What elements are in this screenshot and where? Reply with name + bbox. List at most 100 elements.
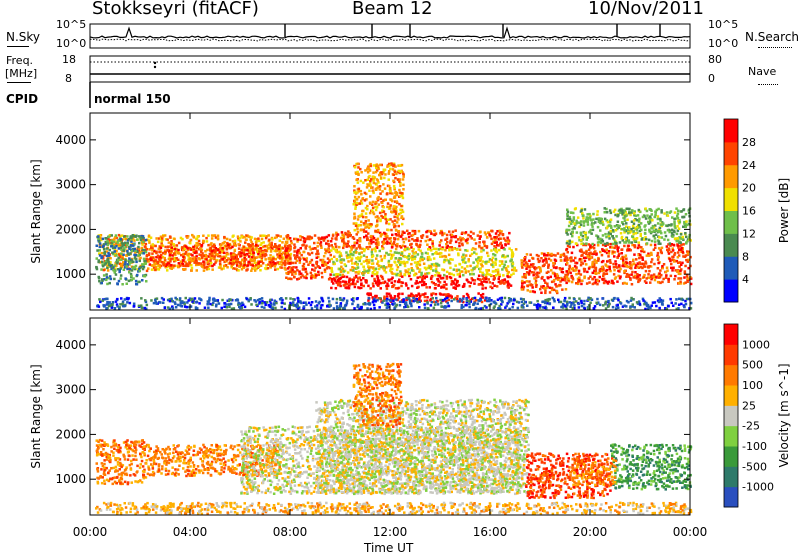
- power-cell: [384, 199, 387, 202]
- power-cell: [350, 259, 353, 262]
- power-cell: [429, 265, 432, 268]
- power-cell: [286, 252, 289, 255]
- power-cell: [537, 276, 540, 279]
- power-cell: [459, 298, 462, 301]
- power-cell: [614, 277, 617, 280]
- power-cell: [393, 261, 396, 264]
- power-cell: [405, 238, 408, 241]
- power-cell: [590, 229, 593, 232]
- power-cell: [396, 200, 399, 203]
- power-cell: [259, 269, 262, 272]
- power-cell: [626, 208, 629, 211]
- power-cell: [290, 271, 293, 274]
- power-cell: [648, 254, 651, 257]
- power-cell: [115, 254, 118, 257]
- power-cell: [385, 285, 388, 288]
- power-cell: [677, 244, 680, 247]
- power-cell: [294, 246, 297, 249]
- power-cell: [649, 281, 652, 284]
- power-cell: [482, 296, 485, 299]
- power-cell: [261, 238, 264, 241]
- power-cell: [632, 236, 635, 239]
- power-cell: [449, 267, 452, 270]
- power-cell: [544, 292, 547, 295]
- power-cell: [135, 283, 138, 286]
- power-cell: [650, 244, 653, 247]
- power-cell: [237, 243, 240, 246]
- power-cell: [665, 277, 668, 280]
- power-cell: [274, 262, 277, 265]
- power-cell: [377, 260, 380, 263]
- power-cell: [624, 229, 627, 232]
- power-cell: [456, 280, 459, 283]
- power-cell: [678, 249, 681, 252]
- power-cell: [414, 261, 417, 264]
- power-cell: [590, 232, 593, 235]
- power-cell: [641, 238, 644, 241]
- power-cell: [343, 244, 346, 247]
- power-cell: [354, 262, 357, 265]
- power-cell: [418, 306, 421, 309]
- power-cell: [391, 211, 394, 214]
- power-cell: [376, 224, 379, 227]
- power-cell: [116, 242, 119, 245]
- power-cell: [635, 264, 638, 267]
- power-cell: [392, 168, 395, 171]
- power-cell: [357, 231, 360, 234]
- power-cell: [619, 275, 622, 278]
- power-cell: [406, 230, 409, 233]
- power-cell: [374, 250, 377, 253]
- power-cell: [327, 266, 330, 269]
- power-cell: [143, 258, 146, 261]
- power-cell: [149, 263, 152, 266]
- power-cell: [345, 251, 348, 254]
- power-cell: [539, 288, 542, 291]
- power-cell: [600, 222, 603, 225]
- power-cell: [348, 279, 351, 282]
- power-cell: [580, 234, 583, 237]
- power-cell: [201, 244, 204, 247]
- power-cell: [377, 229, 380, 232]
- power-cell: [578, 236, 581, 239]
- power-cell: [428, 256, 431, 259]
- power-cell: [394, 225, 397, 228]
- power-cell: [457, 273, 460, 276]
- power-cell: [274, 265, 277, 268]
- power-cell: [496, 230, 499, 233]
- power-cell: [189, 242, 192, 245]
- power-cell: [602, 304, 605, 307]
- power-cell: [396, 215, 399, 218]
- power-cell: [535, 282, 538, 285]
- power-cell: [173, 243, 176, 246]
- power-cell: [548, 264, 551, 267]
- power-cell: [638, 261, 641, 264]
- power-cell: [303, 237, 306, 240]
- power-cell: [494, 236, 497, 239]
- power-cell: [588, 231, 591, 234]
- power-cell: [497, 299, 500, 302]
- power-cell: [133, 239, 136, 242]
- power-cell: [572, 277, 575, 280]
- power-cell: [389, 294, 392, 297]
- power-cell: [521, 280, 524, 283]
- power-cell: [381, 233, 384, 236]
- power-cell: [335, 238, 338, 241]
- power-cell: [569, 301, 572, 304]
- power-cell: [353, 216, 356, 219]
- power-cell: [398, 274, 401, 277]
- power-cell: [419, 264, 422, 267]
- power-cell: [301, 244, 304, 247]
- power-cell: [449, 242, 452, 245]
- power-cell: [287, 245, 290, 248]
- power-cell: [435, 301, 438, 304]
- power-cell: [357, 163, 360, 166]
- power-cell: [203, 264, 206, 267]
- power-cell: [320, 241, 323, 244]
- power-cell: [486, 245, 489, 248]
- power-cell: [278, 245, 281, 248]
- power-cell: [326, 236, 329, 239]
- power-cell: [654, 279, 657, 282]
- power-cell: [355, 225, 358, 228]
- power-cell: [358, 253, 361, 256]
